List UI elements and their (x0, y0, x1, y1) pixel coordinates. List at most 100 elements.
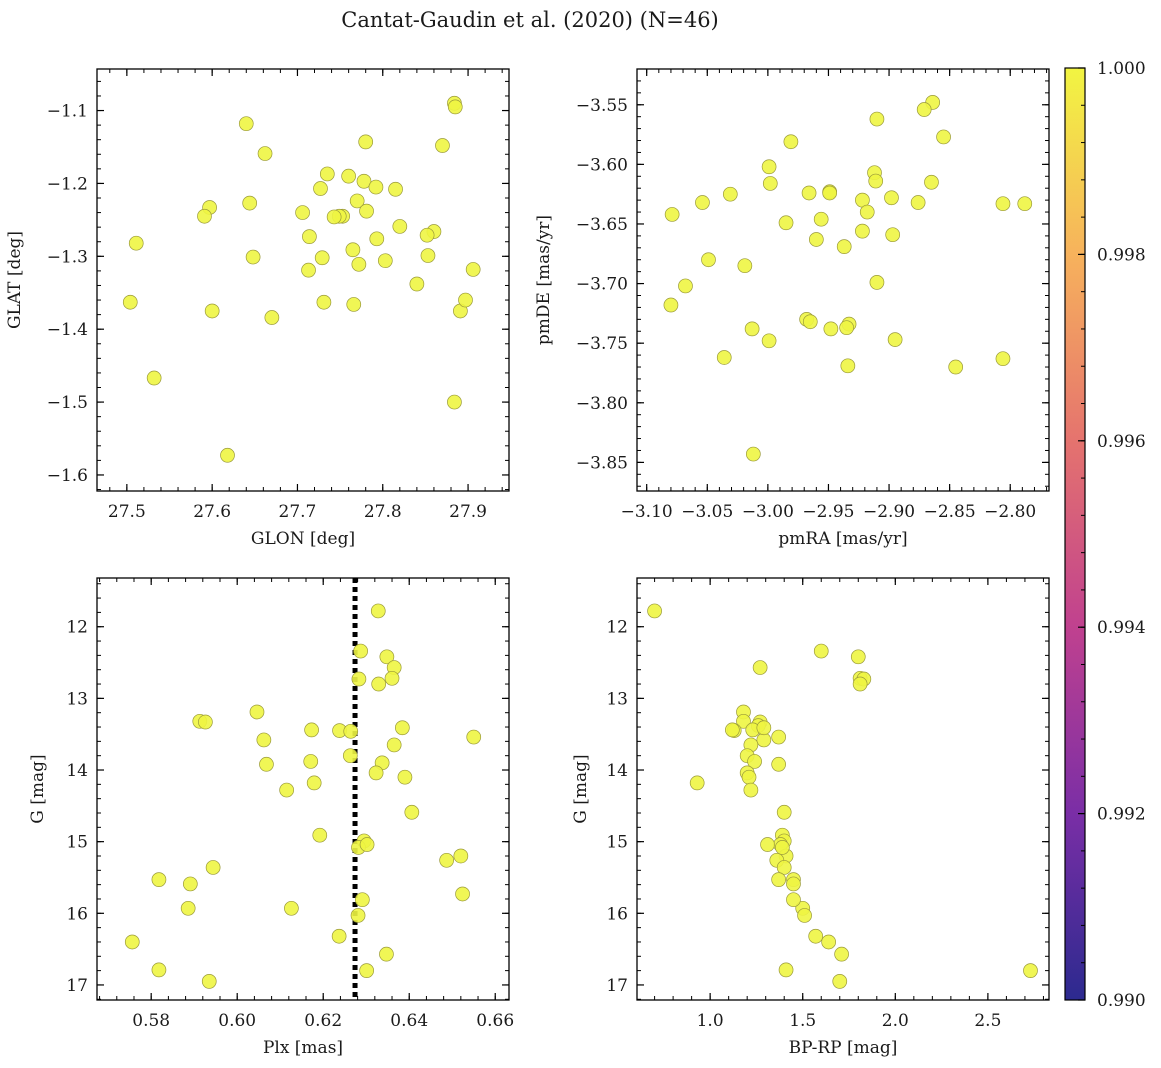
data-point (722, 186, 738, 202)
data-point (813, 211, 829, 227)
data-point (379, 649, 395, 665)
data-point (303, 754, 319, 769)
x-axis-label: Plx [mas] (263, 1038, 343, 1058)
data-point (128, 235, 144, 251)
x-tick-label: −3.05 (681, 502, 733, 522)
x-tick-label: −3.00 (742, 502, 794, 522)
data-point (885, 227, 901, 243)
data-point (771, 729, 787, 745)
data-point (447, 394, 462, 410)
data-point (663, 297, 679, 313)
y-tick-label: −3.75 (576, 334, 628, 354)
data-point (319, 166, 335, 182)
data-point (435, 138, 450, 153)
x-tick-label: 2.5 (974, 1011, 1001, 1031)
data-point (180, 900, 196, 916)
data-point (369, 231, 385, 247)
y-tick-label: 15 (606, 833, 628, 853)
data-point (822, 185, 838, 201)
data-point (392, 219, 408, 234)
data-point (869, 111, 885, 127)
data-point (813, 643, 829, 659)
colorbar-bar (1064, 67, 1086, 1001)
data-point (409, 276, 425, 292)
data-point (887, 332, 903, 347)
y-tick-label: −3.55 (576, 96, 628, 116)
data-point (832, 974, 848, 989)
data-point (756, 720, 772, 736)
data-point (420, 248, 436, 263)
data-point (256, 732, 272, 748)
x-axis-label: GLON [deg] (251, 529, 355, 549)
colorbar-tick-label: 0.994 (1097, 618, 1146, 638)
data-point (151, 962, 167, 978)
data-point (350, 908, 366, 923)
data-point (836, 239, 852, 254)
x-tick-label: 27.5 (108, 502, 146, 522)
data-point (678, 278, 693, 294)
data-point (823, 321, 839, 337)
data-point (439, 852, 454, 868)
data-point (775, 840, 790, 855)
data-point (786, 876, 801, 892)
data-point (316, 294, 332, 310)
y-axis-label: G [mag] (571, 754, 591, 823)
data-point (379, 946, 394, 962)
data-point (850, 649, 866, 665)
y-tick-label: 14 (606, 761, 628, 781)
data-point (771, 872, 787, 887)
x-tick-label: 2.0 (882, 1011, 909, 1031)
data-point (356, 173, 372, 189)
data-point (745, 446, 761, 462)
data-point (182, 876, 198, 892)
data-point (855, 223, 870, 239)
data-point (808, 232, 824, 247)
y-tick-label: 13 (66, 689, 88, 709)
data-point (245, 249, 261, 265)
data-point (465, 262, 481, 277)
data-point (802, 314, 818, 330)
data-point (869, 275, 885, 290)
y-tick-label: −3.70 (576, 275, 628, 295)
data-point (647, 603, 662, 619)
data-point (351, 671, 367, 687)
y-tick-label: −3.85 (576, 453, 628, 473)
data-point (995, 351, 1011, 367)
colorbar: 0.990 0.992 0.994 0.996 0.998 1.000 (1064, 59, 1146, 1011)
data-point (453, 848, 469, 864)
plot-frame (636, 577, 1050, 1001)
y-tick-label: −3.80 (576, 394, 628, 414)
data-point (341, 168, 356, 184)
data-point (910, 195, 926, 210)
data-point (761, 159, 777, 175)
data-point (386, 737, 402, 753)
data-point (725, 722, 740, 738)
data-point (761, 333, 777, 349)
data-point (455, 886, 470, 902)
data-point (343, 723, 359, 739)
data-point (122, 294, 138, 310)
data-point (359, 203, 374, 219)
y-axis-label: GLAT [deg] (5, 231, 25, 329)
data-point (936, 129, 951, 145)
data-point (259, 756, 274, 772)
data-point (736, 713, 751, 729)
data-point (368, 765, 384, 781)
data-point (916, 102, 932, 117)
data-point (737, 258, 753, 274)
data-point (220, 447, 235, 463)
x-axis-label: pmRA [mas/yr] (778, 529, 907, 549)
data-point (397, 769, 413, 785)
y-tick-label: 17 (66, 976, 88, 996)
panel-plx-g: 0.58 0.60 0.62 0.64 0.66 12 13 14 15 16 17 Plx [mas… (28, 577, 514, 1058)
data-point (349, 193, 365, 209)
data-point (342, 748, 358, 764)
data-point (747, 754, 762, 769)
data-point (312, 827, 328, 843)
data-point (351, 256, 367, 272)
data-point (151, 872, 167, 887)
x-tick-label: 27.7 (279, 502, 317, 522)
data-point (345, 242, 361, 258)
data-point (284, 900, 299, 916)
